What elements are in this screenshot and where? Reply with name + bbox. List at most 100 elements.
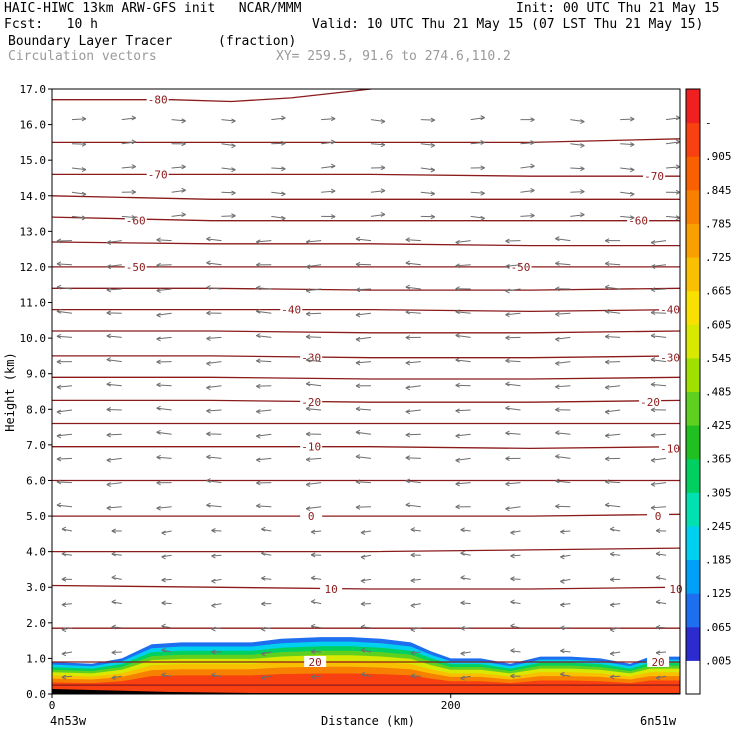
y-tick-label: 4.0 [26, 546, 46, 559]
vector-shaft [605, 504, 621, 508]
vector-shaft [256, 433, 272, 437]
y-axis: 0.0 1.0 2.0 3.0 4.0 5.0 6.0 7.0 8.0 9.0 10.0 11.0 12… [20, 83, 52, 701]
vector-shaft [221, 143, 236, 147]
vector-head [355, 479, 361, 485]
vector-shaft [405, 311, 421, 314]
vector-head [505, 358, 510, 364]
contour-label-bg [300, 351, 323, 363]
vector-head [61, 551, 67, 557]
vector-shaft [555, 262, 571, 266]
vector-shaft [306, 336, 322, 338]
vector-head [256, 308, 261, 314]
vector-shaft [420, 167, 435, 171]
contour-label: -80 [148, 94, 168, 107]
vector-head [455, 263, 460, 269]
vector-shaft [605, 310, 621, 314]
vector-shaft [455, 334, 471, 338]
vector-shaft [121, 141, 136, 145]
vector-head [355, 360, 361, 366]
vector-head [650, 240, 656, 246]
vector-shaft [56, 504, 72, 508]
vector-shaft [306, 312, 322, 315]
vector-head [310, 599, 316, 605]
vector-head [61, 651, 67, 657]
vector-shaft [106, 506, 122, 509]
colorbar-swatch [686, 122, 700, 157]
vector-head [410, 603, 416, 608]
vector-head [655, 551, 661, 557]
contour-label-bg [643, 170, 666, 182]
vector-head [211, 578, 216, 584]
vector-head [355, 261, 361, 267]
vector-shaft [311, 530, 322, 533]
vector-shaft [221, 119, 236, 122]
vector-head [604, 284, 610, 290]
vector-shaft [665, 215, 681, 219]
vector-head [530, 213, 535, 218]
vector-head [555, 478, 560, 484]
vector-shaft [370, 119, 386, 122]
vector-head [330, 116, 336, 122]
colorbar-swatch [686, 593, 700, 628]
contour-label-bg [647, 655, 670, 667]
contour-label-bg [124, 260, 147, 272]
vector-head [206, 502, 211, 508]
vector-head [305, 482, 311, 487]
vector-shaft [570, 119, 585, 123]
vector-shaft [610, 603, 621, 606]
vector-shaft [106, 409, 122, 411]
y-tick-label: 13.0 [20, 225, 47, 238]
vector-shaft [555, 480, 571, 484]
vector-shaft [355, 456, 372, 459]
contour-label-bg [639, 396, 662, 408]
vector-shaft [261, 577, 272, 580]
vector-shaft [306, 383, 322, 387]
vector-head [455, 504, 460, 510]
vector-shaft [420, 191, 435, 195]
vector-shaft [405, 385, 421, 389]
vector-head [256, 285, 261, 291]
vector-shaft [271, 215, 286, 219]
vector-shaft [106, 288, 122, 291]
vector-head [305, 239, 311, 245]
vector-shaft [420, 143, 435, 146]
vector-head [455, 240, 460, 245]
vector-head [111, 575, 117, 580]
vector-head [310, 529, 316, 535]
vector-head [555, 260, 560, 266]
vector-head [480, 115, 485, 121]
colorbar-swatch [686, 626, 700, 661]
vector-shaft [206, 262, 222, 266]
colorbar-label: .605 [705, 318, 732, 331]
vector-head [410, 627, 416, 633]
vector-shaft [121, 166, 136, 169]
vector-shaft [256, 310, 272, 314]
vector-shaft [570, 143, 585, 147]
vector-shaft [171, 166, 186, 169]
colorbar-label: - [705, 117, 712, 130]
x-tick-label: 0 [49, 699, 56, 712]
vector-shaft [311, 625, 322, 629]
vector-shaft [256, 505, 272, 508]
vector-head [56, 261, 62, 267]
vector-head [405, 260, 411, 266]
temperature-contour-9 [52, 330, 681, 334]
vector-head [256, 358, 261, 364]
vector-head [206, 236, 211, 242]
vector-head [609, 551, 615, 557]
contour-label: 0 [308, 510, 315, 523]
vector-shaft [306, 506, 322, 510]
vector-shaft [370, 190, 386, 193]
vector-head [580, 212, 585, 218]
vector-shaft [405, 409, 421, 413]
vector-shaft [106, 335, 122, 338]
vector-head [305, 357, 311, 363]
vector-shaft [455, 457, 471, 461]
vector-shaft [405, 239, 421, 242]
vector-head [360, 671, 366, 677]
y-tick-label: 8.0 [26, 403, 46, 416]
vector-shaft [505, 312, 521, 316]
vector-shaft [271, 117, 286, 121]
contour-label: -50 [126, 261, 146, 274]
vector-shaft [505, 288, 521, 292]
